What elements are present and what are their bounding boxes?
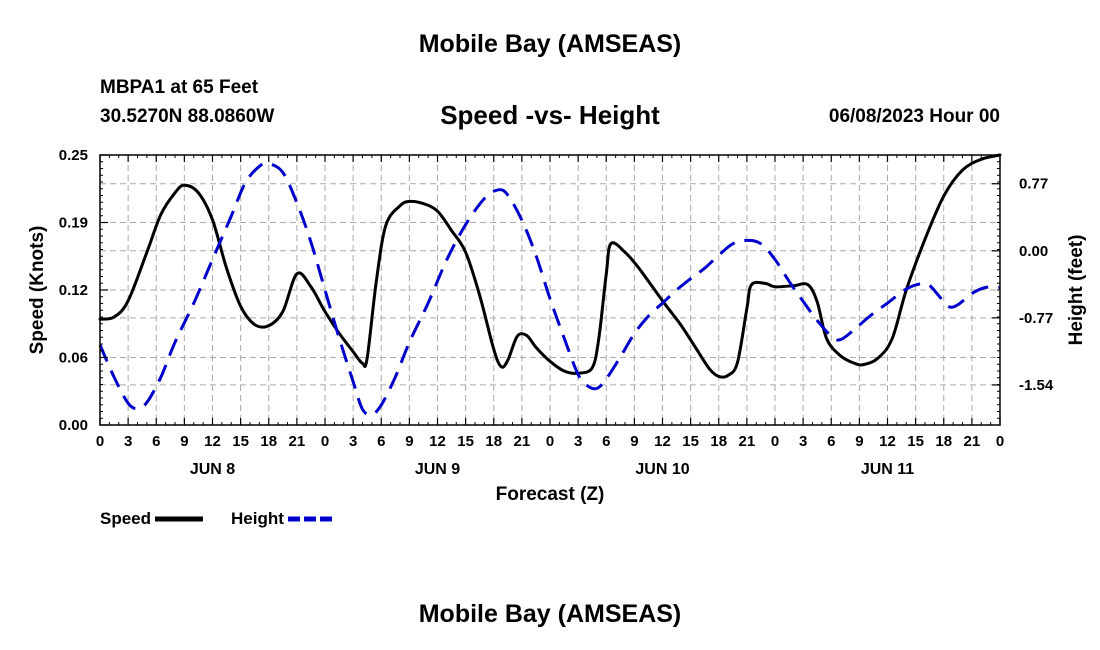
legend-height-swatch bbox=[287, 516, 336, 522]
x-tick-label: 6 bbox=[152, 433, 160, 450]
legend-speed-label: Speed bbox=[100, 509, 152, 528]
y-axis-left-label: Speed (Knots) bbox=[27, 226, 48, 355]
x-tick-label: 9 bbox=[630, 433, 638, 450]
x-tick-label: 21 bbox=[289, 433, 306, 450]
x-tick-label: 3 bbox=[574, 433, 582, 450]
x-axis-label: Forecast (Z) bbox=[496, 484, 605, 505]
x-tick-label: 0 bbox=[546, 433, 554, 450]
x-tick-label: 12 bbox=[654, 433, 671, 450]
x-tick-label: 0 bbox=[96, 433, 104, 450]
x-tick-label: 21 bbox=[964, 433, 981, 450]
y-axis-right-label: Height (feet) bbox=[1066, 235, 1087, 346]
x-tick-label: 15 bbox=[682, 433, 699, 450]
chart-subtitle: Speed -vs- Height bbox=[440, 100, 660, 130]
x-tick-label: 18 bbox=[260, 433, 277, 450]
x-tick-label: 0 bbox=[771, 433, 779, 450]
height-series-line bbox=[98, 161, 1001, 417]
y-right-tick-label: -0.77 bbox=[1019, 310, 1053, 327]
speed-series-line bbox=[98, 153, 1002, 379]
axes: 0 3 6 9 12 15 18 21 0 3 6 9 12 15 18 21 0 3 6 9 12 15 18 21 0 3 6 9… bbox=[59, 147, 1054, 478]
legend-speed: Speed bbox=[100, 509, 205, 529]
y-right-tick-label: 0.77 bbox=[1019, 176, 1048, 193]
x-tick-label: 18 bbox=[485, 433, 502, 450]
day-label: JUN 11 bbox=[861, 461, 914, 478]
speed-height-chart: 0 3 6 9 12 15 18 21 0 3 6 9 12 15 18 21 0 3 6 9 12 15 18 21 0 3 6 9… bbox=[27, 147, 1087, 505]
x-tick-label: 15 bbox=[907, 433, 924, 450]
legend-height: Height bbox=[231, 509, 338, 529]
coordinates-label: 30.5270N 88.0860W bbox=[100, 106, 275, 127]
y-right-tick-label: 0.00 bbox=[1019, 243, 1048, 260]
legend-height-label: Height bbox=[231, 509, 284, 528]
x-tick-label: 15 bbox=[457, 433, 474, 450]
forecast-datetime: 06/08/2023 Hour 00 bbox=[828, 106, 1000, 127]
day-label: JUN 10 bbox=[635, 461, 689, 478]
x-tick-label: 3 bbox=[799, 433, 807, 450]
y-left-tick-label: 0.12 bbox=[59, 282, 88, 299]
series-layer bbox=[98, 153, 1002, 417]
x-tick-label: 0 bbox=[321, 433, 329, 450]
y-right-tick-label: -1.54 bbox=[1019, 377, 1054, 394]
x-tick-label: 15 bbox=[232, 433, 249, 450]
grid bbox=[100, 155, 1000, 425]
x-tick-label: 21 bbox=[739, 433, 756, 450]
legend-speed-swatch bbox=[155, 516, 204, 522]
footer-title: Mobile Bay (AMSEAS) bbox=[418, 600, 682, 628]
day-label: JUN 9 bbox=[415, 461, 460, 478]
x-tick-label: 6 bbox=[377, 433, 385, 450]
x-tick-label: 12 bbox=[429, 433, 446, 450]
x-tick-label: 21 bbox=[514, 433, 531, 450]
day-label: JUN 8 bbox=[190, 461, 235, 478]
x-tick-label: 9 bbox=[180, 433, 188, 450]
x-tick-label: 0 bbox=[996, 433, 1004, 450]
x-tick-label: 6 bbox=[602, 433, 610, 450]
chart-title: Mobile Bay (AMSEAS) bbox=[418, 30, 682, 58]
x-tick-label: 12 bbox=[879, 433, 896, 450]
x-tick-label: 18 bbox=[935, 433, 952, 450]
y-left-tick-label: 0.25 bbox=[59, 147, 88, 164]
x-tick-label: 3 bbox=[349, 433, 357, 450]
x-tick-label: 9 bbox=[855, 433, 863, 450]
x-tick-label: 12 bbox=[204, 433, 221, 450]
x-tick-label: 3 bbox=[124, 433, 132, 450]
y-left-tick-label: 0.06 bbox=[59, 350, 88, 367]
y-left-tick-label: 0.19 bbox=[59, 215, 88, 232]
y-left-tick-label: 0.00 bbox=[59, 417, 88, 434]
x-tick-label: 9 bbox=[405, 433, 413, 450]
x-tick-label: 6 bbox=[827, 433, 835, 450]
station-label: MBPA1 at 65 Feet bbox=[100, 77, 259, 98]
x-tick-label: 18 bbox=[710, 433, 727, 450]
